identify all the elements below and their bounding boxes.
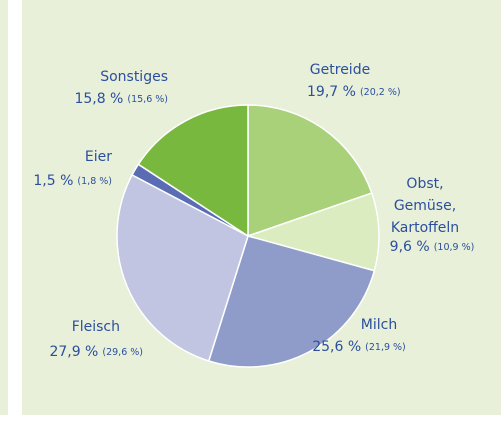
value-label: 19,7 % (20,2 %) bbox=[307, 84, 401, 100]
category-label: Getreide bbox=[310, 62, 370, 78]
value-main: 9,6 % bbox=[390, 239, 430, 255]
pie-slice bbox=[245, 192, 380, 272]
side-strip bbox=[0, 0, 8, 415]
category-label: Obst, Gemüse, Kartoffeln bbox=[390, 176, 460, 236]
value-prev: (21,9 %) bbox=[365, 342, 406, 353]
category-label: Eier bbox=[85, 149, 112, 165]
value-label: 15,8 % (15,6 %) bbox=[74, 91, 168, 107]
value-main: 19,7 % bbox=[307, 84, 356, 100]
value-main: 15,8 % bbox=[74, 91, 123, 107]
value-main: 27,9 % bbox=[49, 344, 98, 360]
value-prev: (15,6 %) bbox=[127, 94, 168, 105]
value-main: 1,5 % bbox=[33, 173, 73, 189]
value-prev: (20,2 %) bbox=[360, 87, 401, 98]
category-label: Fleisch bbox=[72, 319, 120, 335]
category-label: Sonstiges bbox=[100, 69, 168, 85]
value-prev: (29,6 %) bbox=[102, 347, 143, 358]
value-label: 9,6 % (10,9 %) bbox=[390, 239, 475, 255]
pie-slice bbox=[207, 235, 376, 368]
value-prev: (1,8 %) bbox=[77, 176, 112, 187]
value-label: 1,5 % (1,8 %) bbox=[33, 173, 112, 189]
value-prev: (10,9 %) bbox=[434, 242, 475, 253]
pie-slice bbox=[137, 104, 249, 238]
pie-slice bbox=[116, 173, 249, 362]
value-label: 27,9 % (29,6 %) bbox=[49, 344, 143, 360]
value-main: 25,6 % bbox=[312, 339, 361, 355]
value-label: 25,6 % (21,9 %) bbox=[312, 339, 406, 355]
category-label: Milch bbox=[361, 317, 397, 333]
